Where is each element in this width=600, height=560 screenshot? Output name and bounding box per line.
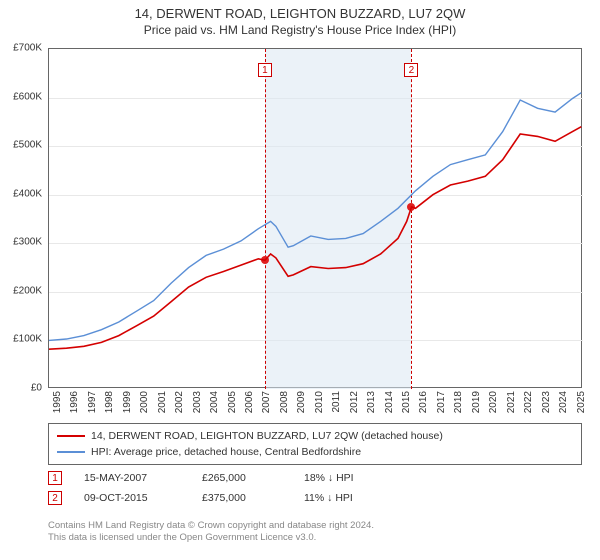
chart-area: 12 £0£100K£200K£300K£400K£500K£600K£700K…	[48, 48, 582, 388]
x-tick-label: 2006	[244, 391, 255, 413]
chart-subtitle: Price paid vs. HM Land Registry's House …	[0, 23, 600, 37]
title-block: 14, DERWENT ROAD, LEIGHTON BUZZARD, LU7 …	[0, 0, 600, 37]
x-tick-label: 2004	[209, 391, 220, 413]
event-date: 15-MAY-2007	[84, 472, 202, 484]
event-delta: 11% ↓ HPI	[304, 492, 353, 504]
x-tick-label: 2010	[314, 391, 325, 413]
event-row: 1 15-MAY-2007£265,00018% ↓ HPI	[48, 468, 354, 488]
event-badge: 1	[48, 471, 62, 485]
y-tick-label: £600K	[13, 91, 42, 102]
plot-region: 12	[48, 48, 582, 388]
x-tick-label: 2015	[401, 391, 412, 413]
x-tick-label: 1999	[122, 391, 133, 413]
x-tick-label: 2022	[523, 391, 534, 413]
legend-box: 14, DERWENT ROAD, LEIGHTON BUZZARD, LU7 …	[48, 423, 582, 465]
y-tick-label: £0	[31, 383, 42, 394]
event-delta: 18% ↓ HPI	[304, 472, 354, 484]
event-date: 09-OCT-2015	[84, 492, 202, 504]
footer-line: This data is licensed under the Open Gov…	[48, 532, 374, 544]
x-tick-label: 2016	[418, 391, 429, 413]
footer-line: Contains HM Land Registry data © Crown c…	[48, 520, 374, 532]
legend-item: 14, DERWENT ROAD, LEIGHTON BUZZARD, LU7 …	[57, 428, 573, 444]
x-tick-label: 2020	[488, 391, 499, 413]
series-svg	[49, 49, 583, 389]
legend-label: 14, DERWENT ROAD, LEIGHTON BUZZARD, LU7 …	[91, 430, 443, 442]
legend-swatch	[57, 435, 85, 437]
x-tick-label: 2012	[349, 391, 360, 413]
x-tick-label: 2025	[576, 391, 587, 413]
chart-container: 14, DERWENT ROAD, LEIGHTON BUZZARD, LU7 …	[0, 0, 600, 560]
y-tick-label: £500K	[13, 140, 42, 151]
footer-attribution: Contains HM Land Registry data © Crown c…	[48, 520, 374, 545]
x-tick-label: 1998	[104, 391, 115, 413]
x-tick-label: 2007	[261, 391, 272, 413]
x-tick-label: 2000	[139, 391, 150, 413]
y-tick-label: £700K	[13, 43, 42, 54]
x-tick-label: 2001	[157, 391, 168, 413]
x-tick-label: 2008	[279, 391, 290, 413]
x-tick-label: 2018	[453, 391, 464, 413]
y-tick-label: £100K	[13, 334, 42, 345]
chart-title: 14, DERWENT ROAD, LEIGHTON BUZZARD, LU7 …	[0, 6, 600, 21]
event-price: £265,000	[202, 472, 304, 484]
x-tick-label: 2009	[296, 391, 307, 413]
legend-label: HPI: Average price, detached house, Cent…	[91, 446, 361, 458]
y-tick-label: £400K	[13, 188, 42, 199]
x-tick-label: 2011	[331, 391, 342, 413]
x-tick-label: 1997	[87, 391, 98, 413]
event-row: 2 09-OCT-2015£375,00011% ↓ HPI	[48, 488, 354, 508]
legend-item: HPI: Average price, detached house, Cent…	[57, 444, 573, 460]
legend-swatch	[57, 451, 85, 453]
x-tick-label: 2014	[384, 391, 395, 413]
x-tick-label: 2005	[227, 391, 238, 413]
x-tick-label: 2017	[436, 391, 447, 413]
event-badge: 2	[48, 491, 62, 505]
y-tick-label: £200K	[13, 285, 42, 296]
series-line-hpi	[49, 93, 581, 341]
x-tick-label: 2002	[174, 391, 185, 413]
event-price: £375,000	[202, 492, 304, 504]
x-tick-label: 2013	[366, 391, 377, 413]
x-tick-label: 2003	[192, 391, 203, 413]
x-tick-label: 2024	[558, 391, 569, 413]
x-tick-label: 2021	[506, 391, 517, 413]
y-tick-label: £300K	[13, 237, 42, 248]
x-tick-label: 2023	[541, 391, 552, 413]
events-table: 1 15-MAY-2007£265,00018% ↓ HPI 2 09-OCT-201…	[48, 468, 354, 508]
x-tick-label: 1996	[69, 391, 80, 413]
x-tick-label: 1995	[52, 391, 63, 413]
x-tick-label: 2019	[471, 391, 482, 413]
